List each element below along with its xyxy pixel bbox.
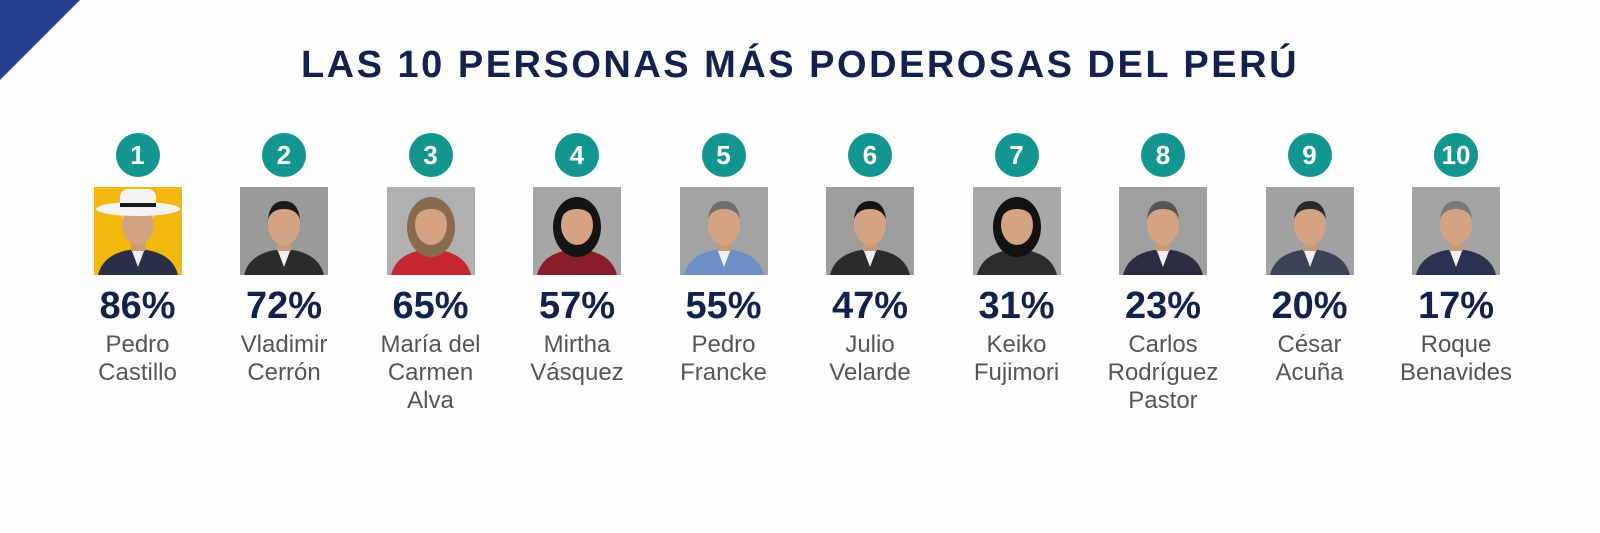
rank-item: 4 57% Mirtha Vásquez — [504, 133, 651, 533]
portrait-photo — [1412, 187, 1500, 275]
rank-item: 3 65% María del Carmen Alva — [357, 133, 504, 533]
rank-badge: 9 — [1287, 133, 1332, 177]
person-name: María del Carmen Alva — [380, 331, 481, 414]
person-name: Carlos Rodríguez Pastor — [1107, 331, 1219, 414]
person-name: Keiko Fujimori — [973, 331, 1060, 386]
person-name: Vladimir Cerrón — [240, 331, 328, 386]
rank-item: 6 47% Julio Velarde — [797, 133, 944, 533]
rank-badge: 7 — [994, 133, 1039, 177]
percentage-value: 31% — [978, 285, 1055, 327]
percentage-value: 47% — [831, 285, 909, 327]
person-name: Mirtha Vásquez — [530, 331, 624, 386]
corner-decoration — [0, 0, 90, 80]
rank-badge: 2 — [262, 133, 306, 177]
portrait-photo — [240, 187, 328, 275]
rank-badge: 5 — [701, 133, 746, 177]
rank-item: 1 86% Pedro Castillo — [64, 133, 211, 533]
portrait-photo — [93, 187, 182, 275]
percentage-value: 20% — [1271, 285, 1348, 327]
portrait-photo — [1265, 187, 1354, 275]
portrait-photo — [533, 187, 621, 275]
portrait-photo — [1119, 187, 1207, 275]
rank-badge: 10 — [1434, 133, 1478, 177]
person-name: Pedro Castillo — [98, 331, 177, 386]
percentage-value: 57% — [538, 285, 616, 327]
person-name: Roque Benavides — [1399, 331, 1513, 386]
rank-badge: 1 — [115, 133, 160, 177]
portrait-photo — [386, 187, 475, 275]
rank-item: 2 72% Vladimir Cerrón — [211, 133, 358, 533]
chart-title: LAS 10 PERSONAS MÁS PODEROSAS DEL PERÚ — [300, 44, 1300, 86]
rank-item: 7 31% Keiko Fujimori — [943, 133, 1090, 533]
rank-item: 10 17% Roque Benavides — [1383, 133, 1530, 533]
portrait-photo — [826, 187, 914, 275]
percentage-value: 86% — [99, 285, 176, 327]
person-name: César Acuña — [1275, 331, 1344, 386]
person-name: Pedro Francke — [680, 331, 767, 386]
person-name: Julio Velarde — [829, 331, 911, 386]
rank-badge: 4 — [555, 133, 599, 177]
rank-item: 5 55% Pedro Francke — [650, 133, 797, 533]
rank-item: 9 20% César Acuña — [1236, 133, 1383, 533]
portrait-photo — [972, 187, 1061, 275]
percentage-value: 55% — [685, 285, 762, 327]
percentage-value: 72% — [245, 285, 323, 327]
percentage-value: 17% — [1417, 285, 1495, 327]
rank-badge: 3 — [408, 133, 453, 177]
rank-badge: 8 — [1141, 133, 1185, 177]
percentage-value: 65% — [392, 285, 469, 327]
rank-item: 8 23% Carlos Rodríguez Pastor — [1090, 133, 1237, 533]
percentage-value: 23% — [1124, 285, 1202, 327]
portrait-photo — [679, 187, 768, 275]
rank-badge: 6 — [848, 133, 892, 177]
